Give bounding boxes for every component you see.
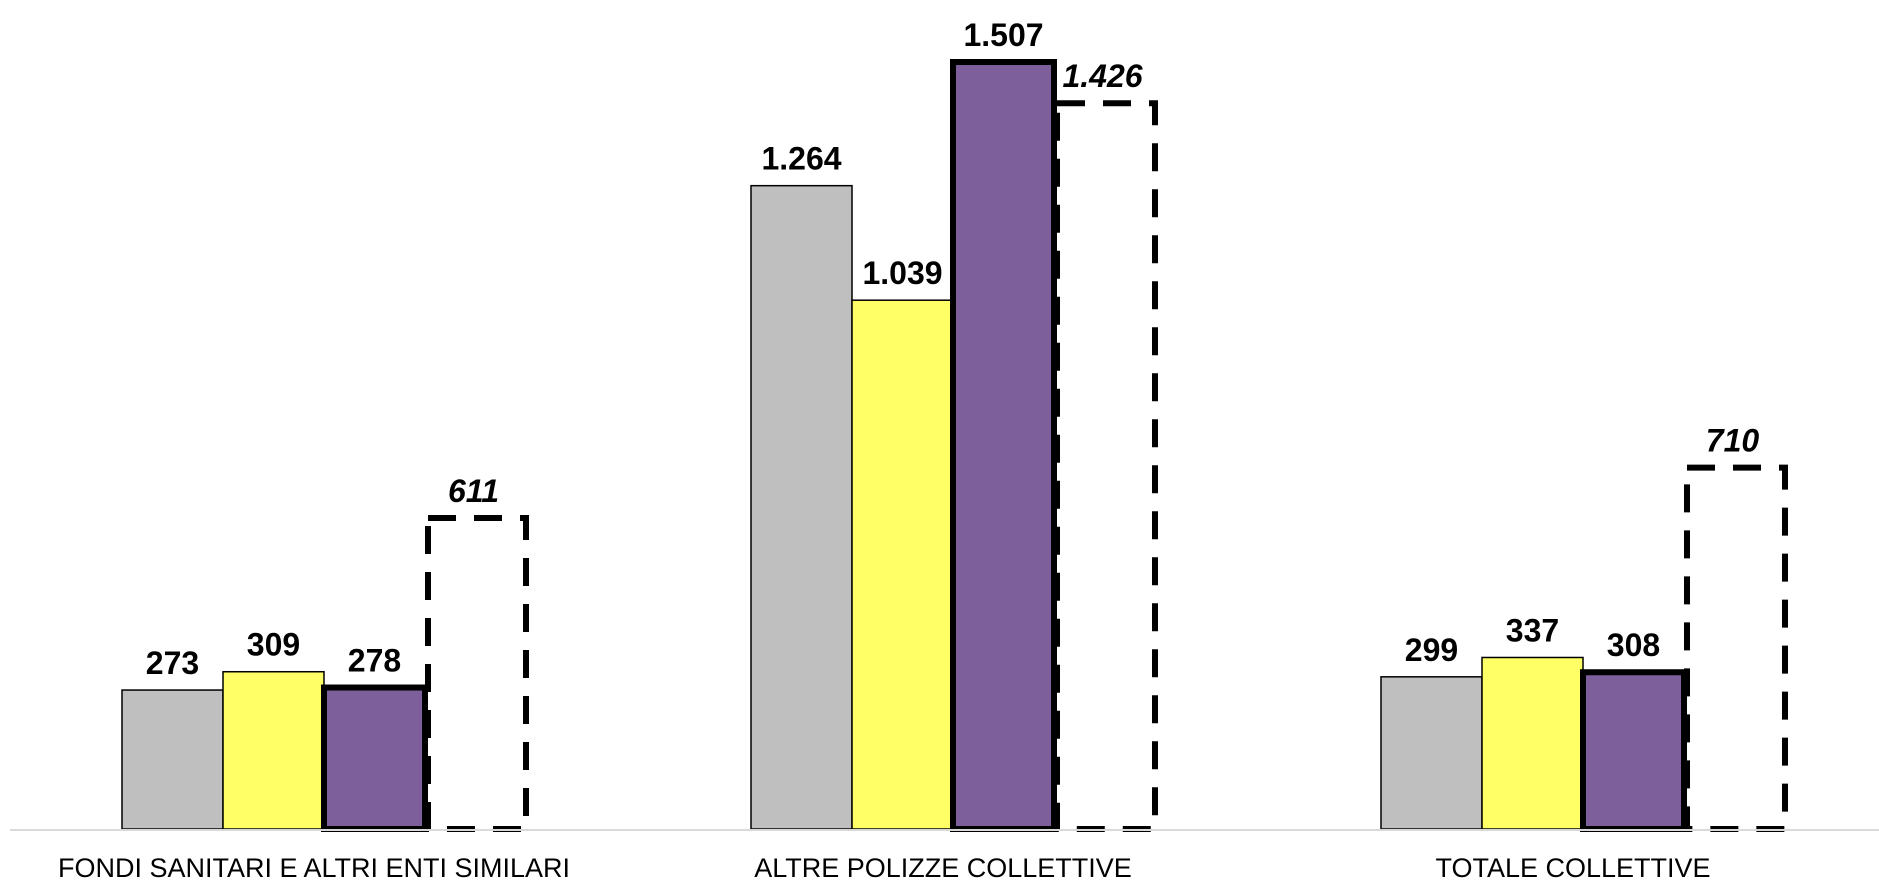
value-labels-layer: 273 1.264 299 309 1.039 337 278 1.507 308 611 1.42… — [146, 17, 1760, 681]
value-label-s3-c1: 1.426 — [1062, 58, 1142, 94]
bar-s3-c0 — [425, 515, 529, 832]
value-label-s2-c0: 278 — [348, 643, 401, 679]
bar-s0-c0 — [121, 689, 224, 830]
value-label-s0-c0: 273 — [146, 645, 199, 681]
bar-s0-c2 — [1380, 676, 1483, 830]
bar-s2-c1 — [950, 59, 1057, 832]
value-label-s0-c2: 299 — [1405, 632, 1458, 668]
bar-s0-c1 — [750, 184, 853, 830]
category-label-2: TOTALE COLLETTIVE — [1435, 853, 1710, 882]
value-label-s3-c2: 710 — [1706, 423, 1760, 459]
value-label-s0-c1: 1.264 — [761, 141, 841, 177]
value-label-s1-c0: 309 — [247, 627, 300, 663]
category-label-1: ALTRE POLIZZE COLLETTIVE — [754, 853, 1132, 882]
value-label-s2-c2: 308 — [1607, 627, 1660, 663]
bar-s1-c1 — [851, 299, 954, 830]
bar-s1-c0 — [222, 670, 325, 830]
value-label-s3-c0: 611 — [448, 473, 499, 509]
value-label-s1-c1: 1.039 — [862, 255, 942, 291]
bar-s2-c2 — [1580, 669, 1687, 833]
category-label-0: FONDI SANITARI E ALTRI ENTI SIMILARI — [58, 853, 570, 882]
bar-s2-c0 — [321, 684, 428, 833]
bars-layer — [121, 59, 1788, 833]
category-labels-layer: FONDI SANITARI E ALTRI ENTI SIMILARI ALTR… — [58, 853, 1711, 882]
bar-s3-c2 — [1684, 464, 1788, 832]
bar-s1-c2 — [1481, 656, 1584, 830]
value-label-s2-c1: 1.507 — [963, 17, 1043, 53]
value-label-s1-c2: 337 — [1506, 612, 1559, 648]
bar-s3-c1 — [1054, 100, 1158, 833]
